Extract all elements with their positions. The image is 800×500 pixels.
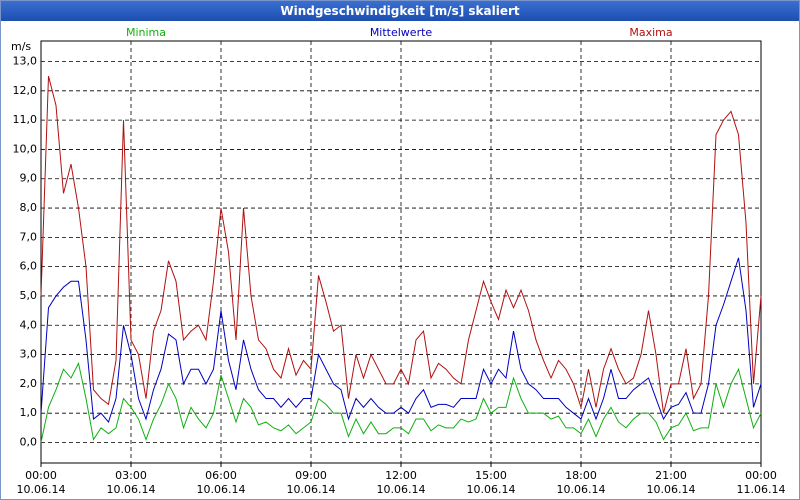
x-tick-label: 03:00 10.06.14 bbox=[106, 469, 156, 496]
x-tick-label: 09:00 10.06.14 bbox=[286, 469, 336, 496]
y-tick-label: 0,0 bbox=[20, 435, 38, 448]
series-line bbox=[40, 76, 762, 414]
legend-entry: Minima bbox=[126, 26, 166, 39]
legend-entry: Maxima bbox=[629, 26, 672, 39]
y-tick-label: 1,0 bbox=[20, 406, 38, 419]
x-tick-label: 06:00 10.06.14 bbox=[196, 469, 246, 496]
y-tick-label: 8,0 bbox=[20, 201, 38, 214]
y-tick-label: 9,0 bbox=[20, 172, 38, 185]
x-tick-label: 21:00 10.06.14 bbox=[646, 469, 696, 496]
y-tick-label: 3,0 bbox=[20, 348, 38, 361]
title-bar: Windgeschwindigkeit [m/s] skaliert bbox=[1, 1, 799, 21]
y-tick-label: 7,0 bbox=[20, 230, 38, 243]
y-tick-label: 4,0 bbox=[20, 318, 38, 331]
x-tick-label: 12:00 10.06.14 bbox=[376, 469, 426, 496]
x-tick-label: 00:00 11.06.14 bbox=[736, 469, 786, 496]
legend-entry: Mittelwerte bbox=[370, 26, 433, 39]
series-line bbox=[40, 361, 762, 443]
y-tick-label: 11,0 bbox=[13, 113, 38, 126]
y-tick-label: 10,0 bbox=[13, 142, 38, 155]
y-tick-label: 12,0 bbox=[13, 84, 38, 97]
y-tick-label: 5,0 bbox=[20, 289, 38, 302]
y-tick-label: 13,0 bbox=[13, 55, 38, 68]
y-axis-label: m/s bbox=[11, 40, 31, 53]
y-tick-label: 2,0 bbox=[20, 377, 38, 390]
x-tick-label: 15:00 10.06.14 bbox=[466, 469, 516, 496]
x-tick-label: 00:00 10.06.14 bbox=[16, 469, 66, 496]
series-line bbox=[40, 257, 762, 423]
y-tick-label: 6,0 bbox=[20, 260, 38, 273]
x-tick-label: 18:00 10.06.14 bbox=[556, 469, 606, 496]
